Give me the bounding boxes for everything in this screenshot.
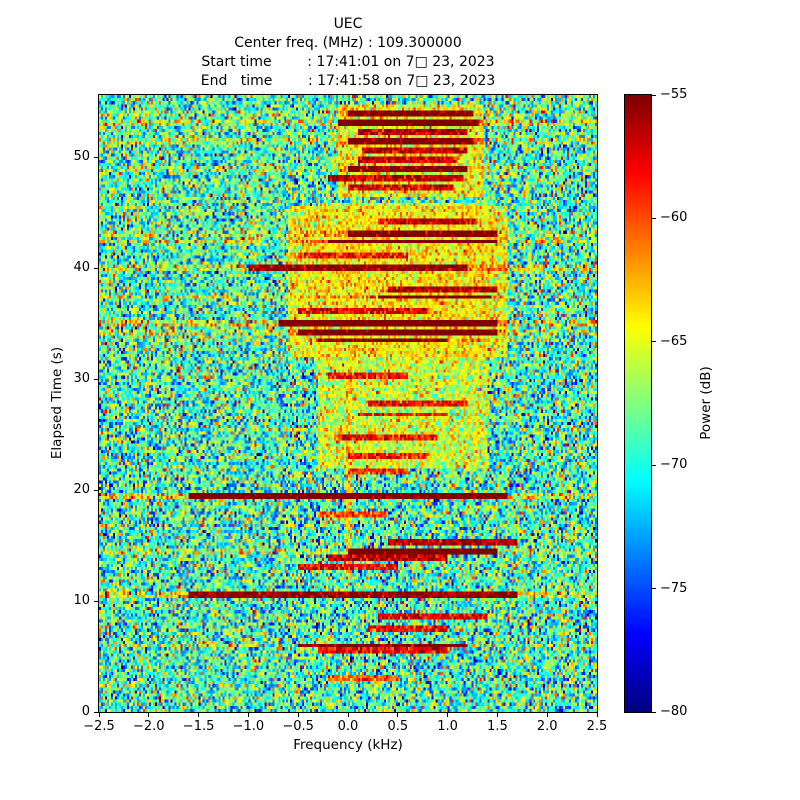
colorbar-tick-mark	[652, 217, 656, 219]
y-tick-mark	[94, 156, 98, 158]
x-tick-label: 0.0	[337, 719, 359, 734]
colorbar-tick-mark	[652, 341, 656, 343]
x-tick-label: −1.5	[182, 719, 215, 734]
x-tick-mark	[546, 713, 548, 717]
y-tick-mark	[94, 489, 98, 491]
x-tick-label: −1.0	[232, 719, 265, 734]
x-tick-mark	[247, 713, 249, 717]
x-tick-label: 1.0	[437, 719, 458, 734]
colorbar-tick-mark	[652, 464, 656, 466]
y-tick-mark	[94, 600, 98, 602]
colorbar-tick-mark	[652, 588, 656, 590]
chart-title-block: UEC Center freq. (MHz) : 109.300000 Star…	[99, 15, 597, 91]
x-tick-label: 0.5	[387, 719, 409, 734]
colorbar-tick-label: −65	[660, 333, 688, 349]
x-tick-mark	[496, 713, 498, 717]
colorbar-label: Power (dB)	[698, 366, 714, 440]
x-tick-label: 2.0	[536, 719, 558, 734]
x-tick-mark	[297, 713, 299, 717]
colorbar-tick-label: −75	[660, 580, 688, 596]
x-tick-mark	[148, 713, 150, 717]
x-tick-mark	[198, 713, 200, 717]
colorbar-gradient	[625, 95, 651, 712]
colorbar-tick-label: −60	[660, 210, 688, 226]
y-tick-label: 40	[73, 260, 90, 276]
spectrogram-image	[99, 95, 597, 712]
x-tick-label: −2.5	[83, 719, 115, 734]
y-tick-mark	[94, 378, 98, 380]
x-tick-mark	[447, 713, 449, 717]
colorbar-tick-label: −70	[660, 457, 688, 473]
y-tick-mark	[94, 711, 98, 713]
y-tick-label: 50	[73, 149, 90, 165]
y-tick-label: 20	[73, 482, 90, 498]
x-tick-mark	[347, 713, 349, 717]
colorbar-tick-mark	[652, 94, 656, 96]
x-tick-label: −0.5	[282, 719, 314, 734]
y-tick-label: 0	[81, 704, 90, 719]
x-axis-label: Frequency (kHz)	[293, 737, 403, 753]
x-tick-mark	[397, 713, 399, 717]
x-tick-label: 2.5	[586, 719, 608, 734]
x-tick-label: 1.5	[487, 719, 508, 734]
colorbar-tick-mark	[652, 711, 656, 713]
chart-subtitle-center-freq: Center freq. (MHz) : 109.300000	[234, 35, 462, 51]
chart-subtitle-start-time: Start time : 17:41:01 on 7□ 23, 2023	[201, 54, 495, 70]
y-axis-label: Elapsed Time (s)	[49, 346, 65, 460]
x-tick-label: −2.0	[133, 719, 165, 734]
colorbar-tick-label: −55	[660, 87, 688, 102]
y-tick-mark	[94, 267, 98, 269]
y-tick-label: 10	[73, 593, 90, 609]
chart-title: UEC	[333, 16, 363, 32]
x-tick-mark	[98, 713, 100, 717]
chart-subtitle-end-time: End time : 17:41:58 on 7□ 23, 2023	[200, 73, 496, 89]
x-tick-mark	[596, 713, 598, 717]
y-tick-label: 30	[73, 371, 90, 387]
colorbar-tick-label: −80	[660, 704, 688, 719]
